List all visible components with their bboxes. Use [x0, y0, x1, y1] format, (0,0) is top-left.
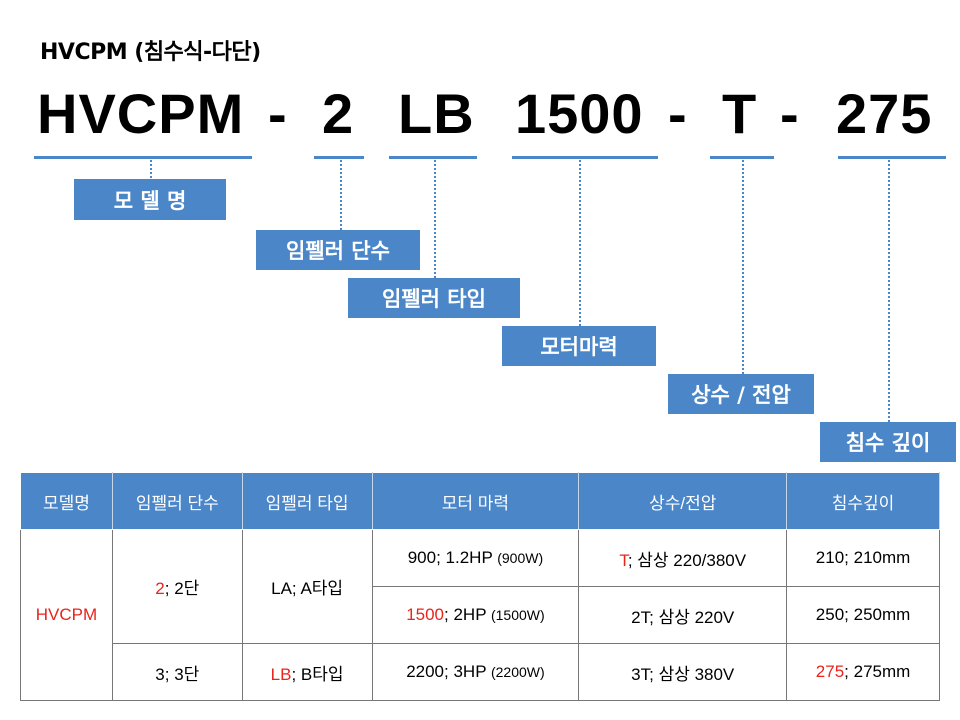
column-header: 임펠러 타입 — [241, 472, 373, 530]
impeller-code: LA — [271, 579, 292, 598]
separator: ; — [649, 664, 659, 684]
depth-cell: 275; 275mm — [786, 643, 940, 701]
phase-code: 3T — [631, 664, 650, 684]
underline-depth — [838, 156, 946, 159]
phase-cell: 3T; 삼상 380V — [578, 643, 788, 701]
phase-text: 삼상 220/380V — [637, 550, 747, 570]
power-text: 1.2HP — [445, 548, 493, 567]
power-note: (1500W) — [490, 607, 545, 623]
label-phase: 상수 / 전압 — [668, 374, 814, 414]
separator: ; — [444, 662, 454, 681]
separator: ; — [844, 605, 854, 624]
depth-code: 250 — [815, 605, 845, 624]
phase-code: 2T — [631, 607, 650, 627]
depth-code: 210 — [815, 548, 845, 567]
depth-text: 275mm — [853, 662, 911, 681]
table-row: 1500; 2HP (1500W) 2T; 삼상 220V 250; 250mm — [21, 586, 940, 644]
phase-cell: 2T; 삼상 220V — [578, 586, 788, 644]
connector-depth — [888, 160, 890, 422]
column-header: 모델명 — [20, 472, 113, 530]
power-code: 2200 — [406, 662, 445, 681]
connector-model — [150, 160, 152, 178]
impeller-cell: LA; A타입 — [241, 529, 373, 644]
stage-code: 3 — [155, 664, 165, 684]
column-header: 침수깊이 — [786, 472, 940, 530]
column-header: 임펠러 단수 — [111, 472, 243, 530]
separator: ; — [164, 664, 175, 684]
label-power: 모터마력 — [502, 326, 656, 366]
depth-code: 275 — [815, 662, 845, 681]
connector-stages — [340, 160, 342, 230]
stage-text: 2단 — [174, 579, 200, 598]
phase-code: T — [619, 550, 628, 570]
code-model: HVCPM — [37, 82, 245, 145]
underline-power — [512, 156, 658, 159]
power-note: (2200W) — [490, 664, 545, 680]
separator: ; — [164, 579, 175, 598]
underline-phase — [710, 156, 774, 159]
model-cell: HVCPM — [20, 529, 113, 701]
separator: ; — [627, 550, 638, 570]
connector-phase — [742, 160, 744, 374]
code-phase: T — [722, 82, 758, 145]
connector-impeller — [434, 160, 436, 278]
power-code: 900 — [407, 548, 437, 567]
power-code: 1500 — [406, 605, 445, 624]
connector-power — [579, 160, 581, 326]
power-text: 2HP — [453, 605, 487, 624]
impeller-cell: LB; B타입 — [241, 643, 373, 701]
label-model: 모 델 명 — [74, 179, 226, 220]
table-row: HVCPM 2; 2단 LA; A타입 900; 1.2HP (900W) T;… — [20, 529, 940, 701]
code-stages: 2 — [322, 82, 355, 145]
model-code: HVCPM — [35, 605, 98, 624]
depth-cell: 210; 210mm — [786, 529, 940, 587]
underline-impeller — [389, 156, 477, 159]
separator: ; — [436, 548, 446, 567]
power-note: (900W) — [497, 550, 544, 566]
stage-code: 2 — [155, 579, 165, 598]
depth-text: 250mm — [853, 605, 911, 624]
stage-cell: 2; 2단 — [111, 529, 243, 644]
spec-table: 모델명 임펠러 단수 임펠러 타입 모터 마력 상수/전압 침수깊이 HVCPM… — [20, 472, 940, 701]
separator: ; — [649, 607, 659, 627]
phase-cell: T; 삼상 220/380V — [578, 529, 788, 587]
underline-stages — [314, 156, 364, 159]
label-depth: 침수 깊이 — [820, 422, 956, 462]
table-header-row: 모델명 임펠러 단수 임펠러 타입 모터 마력 상수/전압 침수깊이 — [20, 472, 940, 530]
column-header: 상수/전압 — [578, 472, 788, 530]
depth-cell: 250; 250mm — [786, 586, 940, 644]
underline-model — [34, 156, 252, 159]
power-cell: 2200; 3HP (2200W) — [371, 643, 580, 701]
table-row: 3; 3단 LB; B타입 2200; 3HP (2200W) 3T; 삼상 3… — [21, 643, 940, 701]
impeller-text: A타입 — [300, 579, 344, 598]
stage-cell: 3; 3단 — [111, 643, 243, 701]
impeller-code: LB — [270, 664, 292, 684]
phase-text: 삼상 380V — [658, 664, 735, 684]
label-stages: 임펠러 단수 — [256, 230, 420, 270]
column-header: 모터 마력 — [371, 472, 580, 530]
stage-text: 3단 — [174, 664, 200, 684]
impeller-text: B타입 — [300, 664, 344, 684]
code-impeller: LB — [398, 82, 475, 145]
code-power: 1500 — [515, 82, 644, 145]
depth-text: 210mm — [853, 548, 911, 567]
code-dash: - — [668, 82, 688, 145]
code-dash: - — [780, 82, 800, 145]
page-title: HVCPM (침수식-다단) — [40, 40, 261, 65]
separator: ; — [844, 662, 854, 681]
separator: ; — [291, 664, 301, 684]
separator: ; — [444, 605, 454, 624]
code-depth: 275 — [836, 82, 933, 145]
phase-text: 삼상 220V — [658, 607, 735, 627]
power-text: 3HP — [453, 662, 487, 681]
separator: ; — [844, 548, 854, 567]
separator: ; — [291, 579, 301, 598]
power-cell: 900; 1.2HP (900W) — [371, 529, 580, 587]
label-impeller: 임펠러 타입 — [348, 278, 520, 318]
power-cell: 1500; 2HP (1500W) — [371, 586, 580, 644]
code-dash: - — [268, 82, 288, 145]
